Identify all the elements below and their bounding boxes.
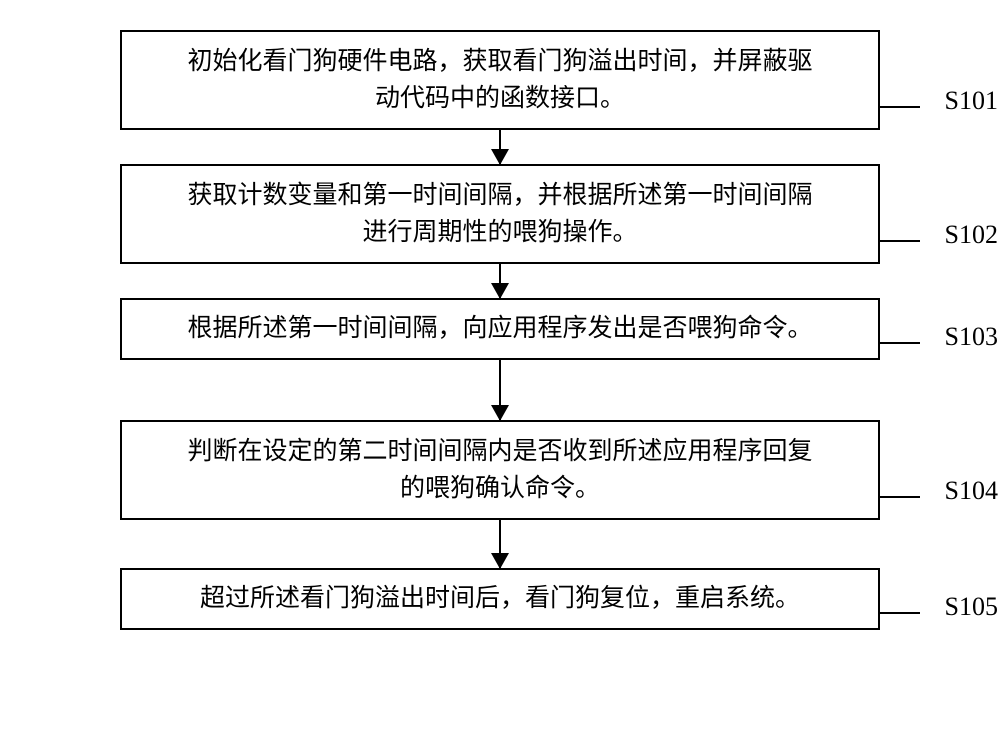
step-label: S103	[945, 317, 998, 356]
step-label: S105	[945, 587, 998, 626]
step-text: 判断在设定的第二时间间隔内是否收到所述应用程序回复的喂狗确认命令。	[187, 433, 812, 508]
arrow-down-icon	[499, 360, 502, 420]
step-label: S101	[945, 81, 998, 120]
label-connector	[878, 612, 920, 614]
label-connector	[878, 240, 920, 242]
step-text: 根据所述第一时间间隔，向应用程序发出是否喂狗命令。	[187, 310, 812, 348]
step-label: S104	[945, 471, 998, 510]
label-connector	[878, 496, 920, 498]
step-box-s101: 初始化看门狗硬件电路，获取看门狗溢出时间，并屏蔽驱动代码中的函数接口。 S101	[120, 30, 880, 130]
step-box-s103: 根据所述第一时间间隔，向应用程序发出是否喂狗命令。 S103	[120, 298, 880, 360]
step-label: S102	[945, 215, 998, 254]
step-box-s102: 获取计数变量和第一时间间隔，并根据所述第一时间间隔进行周期性的喂狗操作。 S10…	[120, 164, 880, 264]
flowchart-container: 初始化看门狗硬件电路，获取看门狗溢出时间，并屏蔽驱动代码中的函数接口。 S101…	[40, 30, 960, 630]
arrow-down-icon	[499, 130, 502, 164]
arrow-down-icon	[499, 520, 502, 568]
step-text: 超过所述看门狗溢出时间后，看门狗复位，重启系统。	[200, 580, 800, 618]
step-box-s105: 超过所述看门狗溢出时间后，看门狗复位，重启系统。 S105	[120, 568, 880, 630]
label-connector	[878, 342, 920, 344]
step-text: 初始化看门狗硬件电路，获取看门狗溢出时间，并屏蔽驱动代码中的函数接口。	[187, 43, 812, 118]
label-connector	[878, 106, 920, 108]
step-text: 获取计数变量和第一时间间隔，并根据所述第一时间间隔进行周期性的喂狗操作。	[187, 177, 812, 252]
step-box-s104: 判断在设定的第二时间间隔内是否收到所述应用程序回复的喂狗确认命令。 S104	[120, 420, 880, 520]
arrow-down-icon	[499, 264, 502, 298]
